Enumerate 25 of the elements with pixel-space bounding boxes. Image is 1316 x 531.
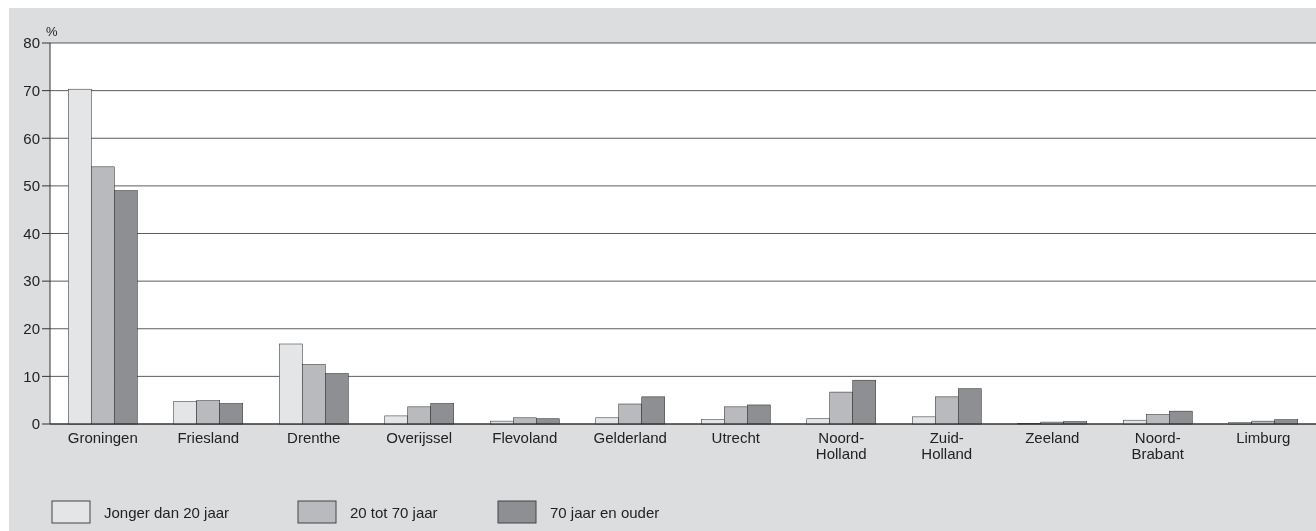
x-tick-label: Zeeland (1025, 429, 1080, 446)
legend-label: Jonger dan 20 jaar (104, 504, 230, 521)
y-tick-label: 30 (23, 272, 40, 290)
y-tick-label: 80 (23, 34, 40, 52)
y-tick-label: 40 (23, 224, 40, 242)
y-tick-label: 20 (23, 320, 40, 337)
y-tick-label: 60 (23, 129, 40, 147)
x-tick-label: Friesland (177, 429, 240, 446)
y-tick-label: 0 (31, 415, 40, 433)
x-tick-label: Zuid-Holland (921, 429, 973, 462)
y-tick-label: 70 (23, 81, 40, 99)
x-tick-label: Noord-Holland (815, 429, 867, 462)
x-tick-label: Noord-Brabant (1131, 429, 1185, 462)
x-tick-label: Flevoland (492, 429, 558, 446)
y-tick-label: 50 (23, 177, 40, 195)
legend-label: 20 tot 70 jaar (350, 504, 438, 521)
x-tick-label: Gelderland (593, 429, 667, 446)
x-tick-label: Limburg (1236, 429, 1291, 446)
x-tick-label: Groningen (67, 429, 138, 446)
x-tick-label: Utrecht (711, 429, 761, 446)
legend-label: 70 jaar en ouder (550, 504, 660, 521)
y-tick-label: 10 (23, 367, 40, 385)
x-tick-label: Drenthe (287, 429, 341, 446)
y-axis-title: % (46, 24, 58, 39)
x-tick-label: Overijssel (386, 429, 453, 446)
